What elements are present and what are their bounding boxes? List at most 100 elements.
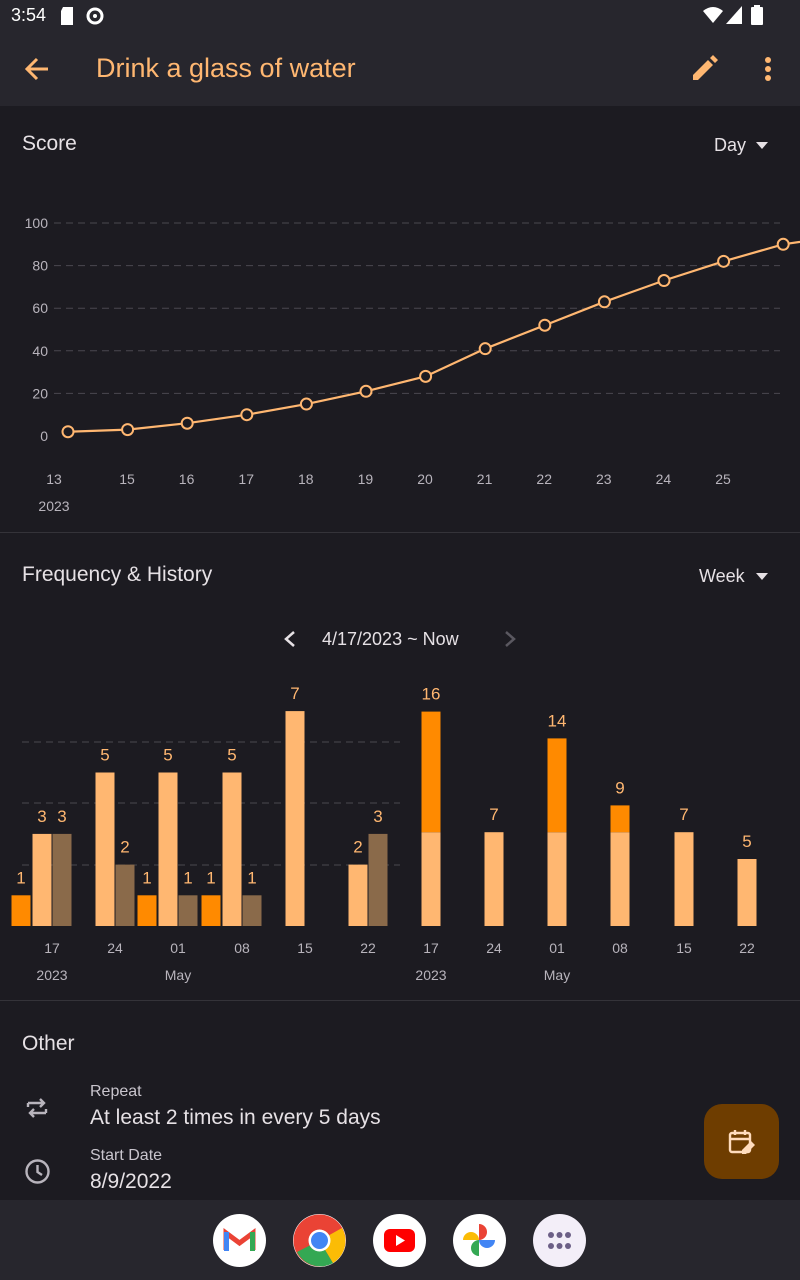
y-tick-label: 100 [25,215,49,231]
edit-calendar-fab[interactable] [704,1104,779,1179]
bar-value-label: 2 [120,838,129,857]
frequency-bar [242,895,262,926]
youtube-icon[interactable] [373,1214,426,1267]
x-tick-label: 20 [417,471,433,487]
x-tick-label: 23 [596,471,612,487]
x-tick-label: 16 [179,471,195,487]
x-tick-label: 22 [536,471,552,487]
x-tick-label: 17 [238,471,254,487]
bar-value-label: 3 [57,807,66,826]
score-point [121,423,135,437]
x-tick-label: 17 [423,940,439,956]
y-tick-label: 40 [32,343,48,359]
previous-range-chevron-icon[interactable] [282,630,298,648]
frequency-bar [11,895,31,926]
x-tick-label: 01 [549,940,565,956]
score-chart: 100 80 60 40 20 0 13 15 16 17 18 19 20 21 22 23 24 25 2023 [25,215,800,514]
bar-value-label: 5 [163,746,172,765]
y-tick-label: 20 [32,385,48,401]
frequency-bar [158,772,178,926]
frequency-period-value: Week [699,566,745,586]
x-year-label: 2023 [38,498,69,514]
frequency-bar [222,772,242,926]
wifi-icon [703,7,723,23]
app-drawer-icon[interactable] [533,1214,586,1267]
y-tick-label: 60 [32,300,48,316]
frequency-bar [201,895,221,926]
frequency-bar [32,833,52,926]
x-sub-label: May [544,967,570,983]
score-point [478,342,492,356]
settings-gear-icon [86,7,104,25]
dropdown-caret-icon [756,573,768,580]
x-tick-label: 24 [107,940,123,956]
chrome-icon[interactable] [293,1214,346,1267]
y-tick-label: 80 [32,258,48,274]
x-sub-label: 2023 [36,967,67,983]
score-point [597,295,611,309]
back-arrow-icon[interactable] [24,56,50,82]
x-tick-label: 17 [44,940,60,956]
x-tick-label: 15 [676,940,692,956]
start-date-label: Start Date [90,1147,163,1164]
score-line [67,240,800,433]
score-point [538,318,552,332]
history-bar-segment [547,738,567,833]
frequency-period-dropdown[interactable]: Week [699,566,775,588]
battery-icon [751,5,763,25]
bar-value-label: 5 [742,832,751,851]
score-point [240,408,254,422]
score-point [419,369,433,383]
frequency-bar [52,833,72,926]
score-point [180,416,194,430]
photos-icon[interactable] [453,1214,506,1267]
frequency-bar [137,895,157,926]
bar-value-label: 14 [548,711,567,730]
gmail-icon[interactable] [213,1214,266,1267]
bar-value-label: 1 [206,868,215,887]
next-range-chevron-icon[interactable] [502,630,518,648]
frequency-history-chart: 13 3172023522415101May1510871523221617202… [11,684,757,983]
bar-value-label: 3 [37,807,46,826]
frequency-bar [178,895,198,926]
x-sub-label: May [165,967,191,983]
frequency-bar [285,711,305,926]
x-tick-label: 24 [486,940,502,956]
frequency-bar [115,864,135,926]
bar-value-label: 7 [679,805,688,824]
x-tick-label: 22 [739,940,755,956]
more-vertical-icon[interactable] [760,56,776,82]
edit-pencil-icon[interactable] [690,55,718,83]
bar-value-label: 1 [142,868,151,887]
bar-value-label: 5 [100,746,109,765]
score-point [359,384,373,398]
bar-value-label: 1 [16,868,25,887]
x-sub-label: 2023 [415,967,446,983]
score-period-value: Day [714,135,747,155]
sd-card-icon [61,7,73,25]
bar-value-label: 7 [489,805,498,824]
bar-value-label: 9 [615,778,624,797]
x-tick-label: 21 [477,471,493,487]
repeat-icon [26,1098,48,1118]
frequency-bar [95,772,115,926]
clock-icon [25,1159,50,1184]
status-bar: 3:54 [0,0,800,34]
score-period-dropdown[interactable]: Day [714,135,774,157]
x-tick-label: 08 [612,940,628,956]
x-tick-label: 24 [656,471,672,487]
page-title: Drink a glass of water [96,53,356,83]
repeat-value: At least 2 times in every 5 days [90,1106,381,1129]
bar-value-label: 5 [227,746,236,765]
x-tick-label: 13 [46,471,62,487]
x-tick-label: 18 [298,471,314,487]
history-bar-segment [610,832,630,926]
edit-calendar-icon [728,1130,755,1154]
bar-value-label: 7 [290,684,299,703]
history-bar-segment [737,859,757,926]
frequency-bar [348,864,368,926]
section-divider [0,1000,800,1001]
status-time: 3:54 [11,5,47,25]
score-point [299,397,313,411]
x-tick-label: 19 [358,471,374,487]
